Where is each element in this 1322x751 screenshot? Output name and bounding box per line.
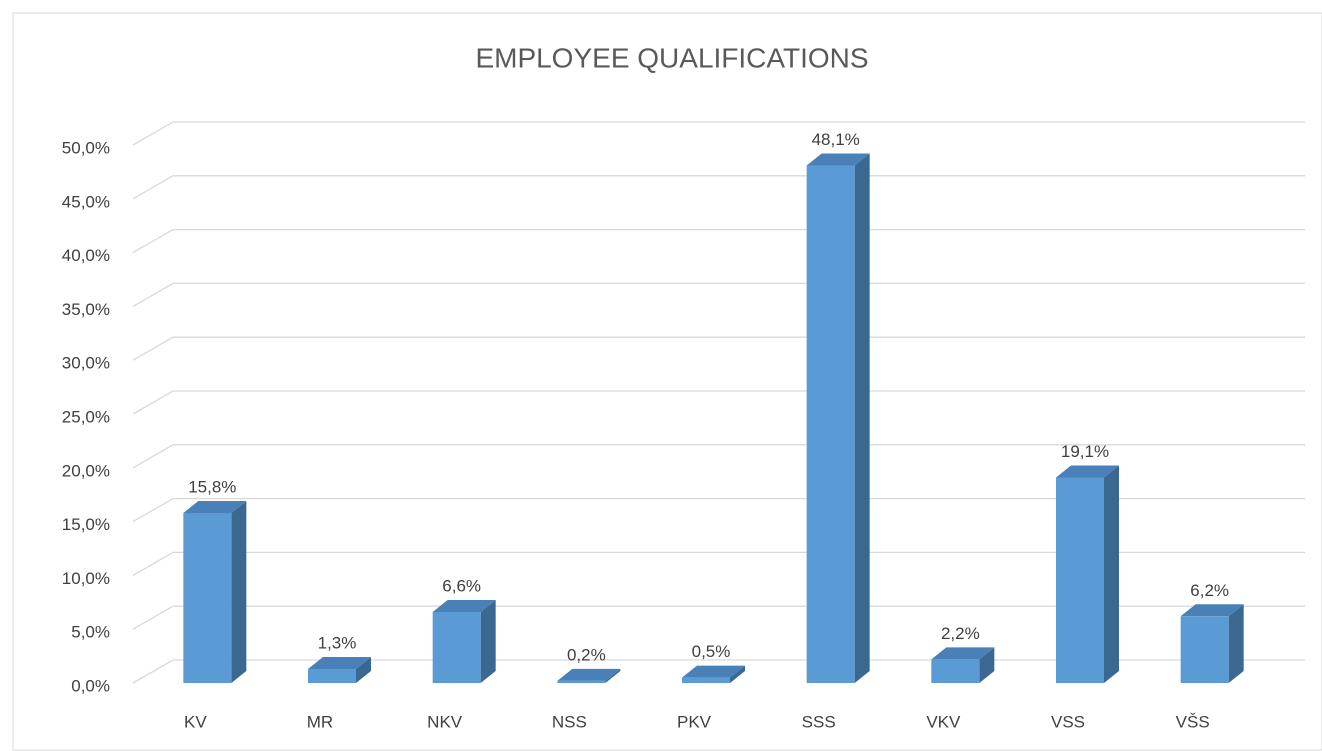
x-tick-label: SSS [802,712,836,731]
x-tick-label: VŠS [1176,712,1210,731]
grid-line [132,121,1305,146]
bar-side [1104,465,1119,683]
bar-side [480,599,496,683]
grid-line [132,175,1305,200]
y-tick-label: 0,0% [71,676,110,695]
grid-line [132,390,1305,415]
x-tick-label: NSS [552,712,587,731]
grid-line [132,659,1305,684]
data-label: 2,2% [941,624,980,643]
data-label: 48,1% [812,130,860,149]
x-tick-label: PKV [677,712,712,731]
bar [183,512,232,683]
grid-line [132,336,1305,361]
bar-side [854,153,870,684]
bar [1180,616,1229,683]
bar-top [931,647,995,660]
bar [806,165,855,684]
bar-top [308,657,371,670]
bar-side [730,665,745,683]
x-tick-label: MR [307,712,333,731]
grid-line [132,228,1305,254]
grid-line [132,551,1305,576]
bar-top [682,665,745,678]
bar-top [1056,465,1119,478]
y-tick-label: 50,0% [62,138,110,157]
bar [432,611,481,683]
grid-line [132,497,1305,523]
data-label: 0,5% [692,642,731,661]
bar [1056,477,1104,683]
data-label: 6,6% [442,576,481,595]
y-tick-label: 20,0% [62,461,110,480]
y-tick-label: 15,0% [62,515,110,534]
x-tick-label: KV [184,712,207,731]
y-tick-label: 40,0% [62,246,110,265]
data-label: 6,2% [1190,581,1229,600]
y-tick-label: 45,0% [62,192,110,211]
y-tick-label: 35,0% [62,300,110,319]
bar-side [356,657,371,683]
data-label: 19,1% [1061,442,1109,461]
bar-top [432,599,496,612]
y-tick-label: 30,0% [62,354,110,373]
x-tick-label: VKV [926,712,961,731]
grid-line [132,444,1305,469]
bar-side [605,668,621,683]
bar-side [231,500,247,683]
data-label: 0,2% [567,645,606,664]
grid-line [132,605,1305,630]
y-tick-label: 5,0% [71,623,110,642]
x-tick-label: VSS [1051,712,1085,731]
bar [308,669,356,683]
bar [931,659,980,683]
bar-side [979,647,995,683]
bar [557,680,606,683]
bar-top [183,500,247,513]
chart-title: EMPLOYEE QUALIFICATIONS [475,42,868,73]
data-label: 1,3% [318,633,357,652]
y-tick-label: 25,0% [62,407,110,426]
data-label: 15,8% [188,477,236,496]
y-tick-label: 10,0% [62,569,110,588]
bar-side [1228,604,1244,683]
bar-top [557,668,621,681]
bar-top [806,153,870,166]
x-tick-label: NKV [427,712,463,731]
grid-line [132,282,1305,307]
bar-top [1180,604,1244,617]
bar [682,677,730,683]
